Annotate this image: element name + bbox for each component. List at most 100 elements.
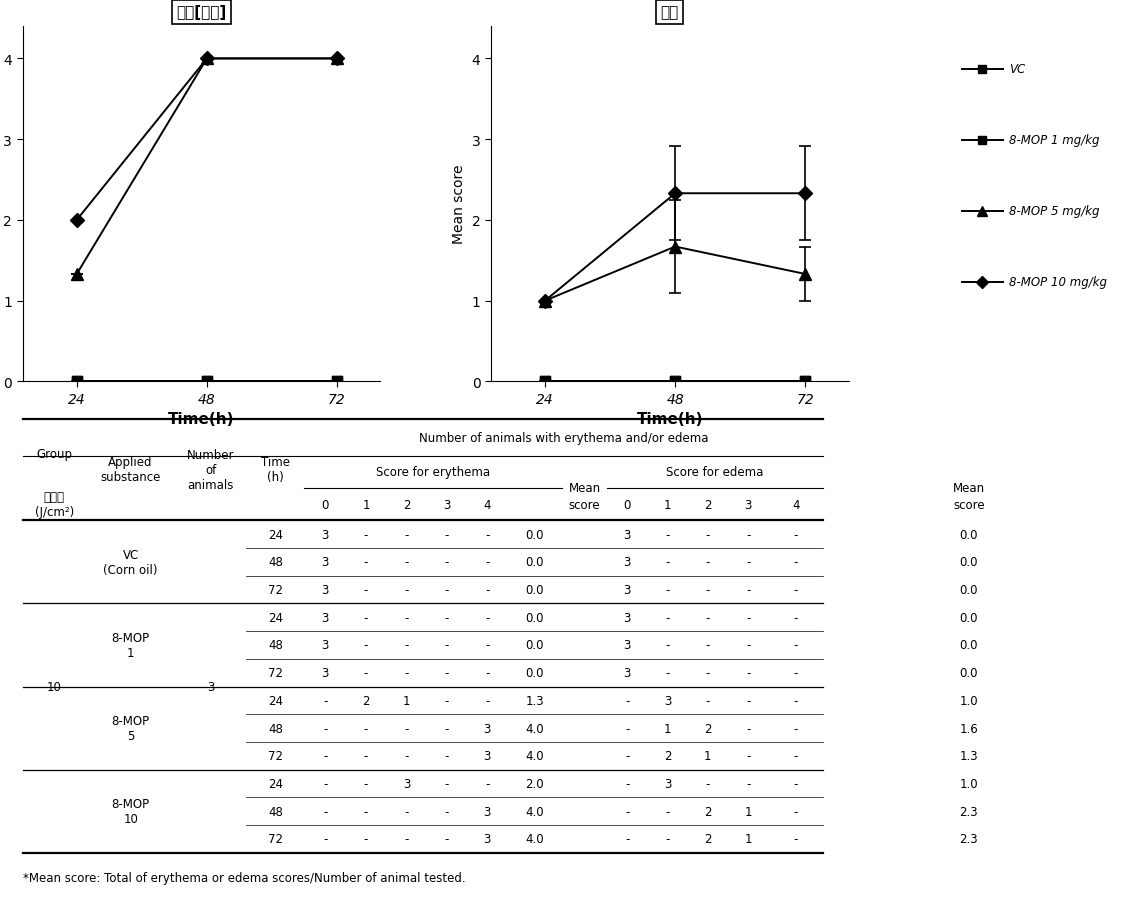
Text: 2: 2 [704,721,712,735]
Text: 8-MOP
1: 8-MOP 1 [111,631,150,659]
Text: -: - [665,805,670,818]
Text: 3: 3 [321,638,329,652]
Text: -: - [665,638,670,652]
Text: -: - [445,638,449,652]
Text: -: - [665,583,670,596]
Text: -: - [794,583,798,596]
Text: -: - [364,777,368,790]
Text: 3: 3 [483,833,491,845]
Text: Applied
substance: Applied substance [100,456,161,484]
Text: -: - [485,638,490,652]
Title: 부종: 부종 [661,5,679,21]
Text: 0: 0 [321,498,329,511]
Text: 10: 10 [47,680,62,694]
Text: VC
(Corn oil): VC (Corn oil) [104,548,158,576]
Text: -: - [665,666,670,679]
Text: 1.3: 1.3 [959,749,978,762]
Text: 2: 2 [704,833,712,845]
Text: 0.0: 0.0 [959,555,978,569]
Text: Mean: Mean [953,482,985,495]
Text: -: - [485,555,490,569]
Text: -: - [625,805,629,818]
Text: 3: 3 [321,555,329,569]
Text: -: - [404,666,409,679]
Text: -: - [794,805,798,818]
Text: -: - [706,666,711,679]
Text: -: - [445,583,449,596]
Text: 3: 3 [444,498,450,511]
Text: Group: Group [36,447,72,461]
Text: -: - [364,805,368,818]
Text: -: - [404,805,409,818]
Text: 0.0: 0.0 [959,638,978,652]
Text: -: - [794,555,798,569]
Text: Mean: Mean [569,482,600,495]
Text: -: - [665,833,670,845]
Text: -: - [706,583,711,596]
Text: 1.6: 1.6 [959,721,978,735]
Text: 3: 3 [624,583,631,596]
Text: -: - [445,833,449,845]
Text: 0.0: 0.0 [959,666,978,679]
Text: 3: 3 [207,680,215,694]
Text: -: - [485,666,490,679]
Text: 4: 4 [792,498,799,511]
Text: -: - [445,777,449,790]
Text: -: - [364,833,368,845]
Text: -: - [445,805,449,818]
Text: -: - [445,721,449,735]
Text: 3: 3 [744,498,752,511]
Text: -: - [794,721,798,735]
Text: 3: 3 [624,555,631,569]
Text: score: score [953,498,985,511]
Text: -: - [706,694,711,707]
Text: -: - [445,749,449,762]
Text: -: - [665,611,670,624]
Text: -: - [706,611,711,624]
Text: -: - [625,749,629,762]
Text: -: - [794,694,798,707]
Text: -: - [665,555,670,569]
Text: -: - [794,833,798,845]
Text: *Mean score: Total of erythema or edema scores/Number of animal tested.: *Mean score: Total of erythema or edema … [23,871,465,884]
Text: 24: 24 [268,777,283,790]
Text: 3: 3 [403,777,410,790]
Text: -: - [364,555,368,569]
Text: 72: 72 [268,749,283,762]
Text: 8-MOP 1 mg/kg: 8-MOP 1 mg/kg [1009,135,1099,147]
Text: VC: VC [1009,63,1025,76]
Text: 72: 72 [268,833,283,845]
Text: -: - [404,583,409,596]
Text: score: score [569,498,600,511]
Text: Number
of
animals: Number of animals [187,449,234,491]
Text: -: - [747,555,751,569]
Text: 2: 2 [704,805,712,818]
Text: -: - [485,694,490,707]
Text: 48: 48 [268,638,283,652]
Text: 0.0: 0.0 [526,528,544,541]
Text: 48: 48 [268,721,283,735]
Text: 1: 1 [744,805,752,818]
Text: 72: 72 [268,666,283,679]
Text: -: - [747,638,751,652]
Text: -: - [485,583,490,596]
Text: -: - [625,833,629,845]
Text: 3: 3 [483,749,491,762]
Text: 1: 1 [403,694,410,707]
Text: 24: 24 [268,528,283,541]
Text: 3: 3 [483,721,491,735]
Text: -: - [747,611,751,624]
Text: -: - [404,721,409,735]
Text: -: - [485,611,490,624]
Text: -: - [625,777,629,790]
Text: -: - [794,638,798,652]
Text: Number of animals with erythema and/or edema: Number of animals with erythema and/or e… [419,431,708,444]
Text: -: - [747,777,751,790]
Text: -: - [364,611,368,624]
Text: 2.3: 2.3 [959,805,978,818]
Text: -: - [665,528,670,541]
Text: -: - [445,611,449,624]
Text: 0: 0 [624,498,631,511]
Text: 4.0: 4.0 [526,749,544,762]
Text: 24: 24 [268,611,283,624]
